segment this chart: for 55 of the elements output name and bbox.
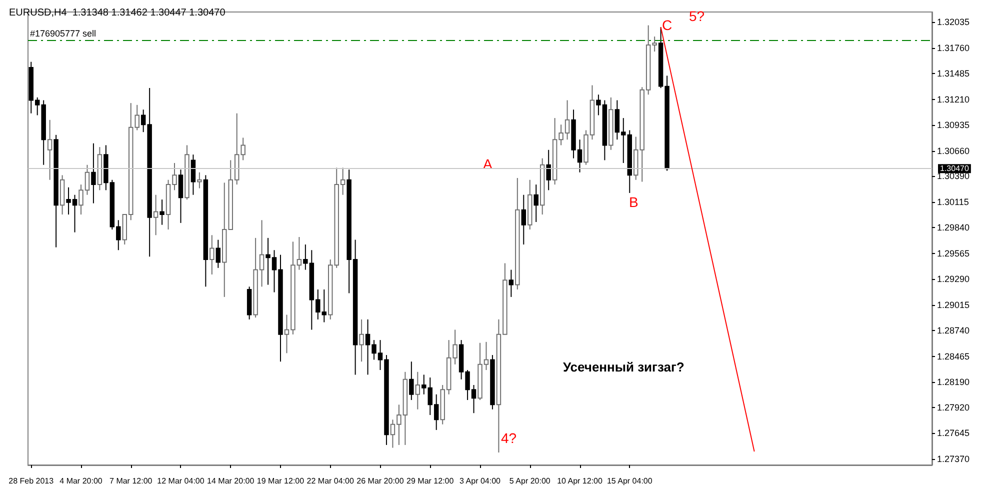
y-tick-label: 1.30660 <box>937 146 970 156</box>
candlestick <box>546 149 551 191</box>
candlestick <box>409 361 414 400</box>
x-tick-label: 29 Mar 12:00 <box>406 476 454 486</box>
x-tick-label: 19 Mar 12:00 <box>256 476 305 486</box>
y-tick-label: 1.27370 <box>937 454 970 464</box>
candlestick <box>160 199 164 226</box>
candlestick <box>91 142 96 204</box>
y-tick-label: 1.29840 <box>937 222 970 233</box>
annotation: 4? <box>501 430 517 446</box>
candlestick <box>178 169 184 224</box>
y-tick-label: 1.30935 <box>937 120 970 130</box>
y-tick-label: 1.28740 <box>937 326 970 336</box>
x-tick-label: 28 Feb 2013 <box>8 476 54 486</box>
candlestick <box>216 239 221 268</box>
candlestick <box>153 194 158 236</box>
x-tick-label: 15 Apr 04:00 <box>606 476 653 486</box>
annotation: C <box>662 17 672 33</box>
chart-title: EURUSD,H4 1.31348 1.31462 1.30447 1.30470 <box>9 8 226 18</box>
candlestick <box>359 318 364 362</box>
y-tick-label: 1.27920 <box>937 402 970 412</box>
x-tick-label: 26 Mar 20:00 <box>356 476 404 486</box>
ref-line-label: #176905777 sell <box>30 28 96 39</box>
y-tick-label: 1.32035 <box>937 17 970 28</box>
x-tick-label: 5 Apr 20:00 <box>509 476 551 486</box>
x-tick-label: 3 Apr 04:00 <box>460 476 502 486</box>
x-tick-label: 4 Mar 20:00 <box>60 476 103 486</box>
candlestick <box>534 184 538 223</box>
x-tick-label: 22 Mar 04:00 <box>306 476 354 486</box>
annotation: Усеченный зигзаг? <box>563 360 684 374</box>
y-tick-label: 1.27645 <box>937 428 970 438</box>
annotation: 5? <box>689 8 705 24</box>
x-tick-label: 10 Apr 12:00 <box>557 476 603 486</box>
ref-line-label: 1.30470 <box>940 164 970 174</box>
y-tick-label: 1.30115 <box>937 196 969 207</box>
annotation: B <box>629 194 638 210</box>
y-tick-label: 1.30390 <box>937 171 970 182</box>
candlestick <box>415 371 420 410</box>
y-tick-label: 1.31210 <box>937 94 970 104</box>
y-tick-label: 1.28190 <box>937 377 970 388</box>
candlestick <box>197 172 202 189</box>
candlestick <box>190 154 196 196</box>
y-tick-label: 1.29565 <box>937 248 970 258</box>
candlestick <box>521 194 526 245</box>
x-tick-label: 12 Mar 04:00 <box>157 476 205 486</box>
candlestick <box>47 119 52 180</box>
y-tick-label: 1.29015 <box>937 300 970 310</box>
candlestick <box>508 269 514 298</box>
y-tick-label: 1.31485 <box>937 68 970 79</box>
candlestick <box>210 234 214 275</box>
y-tick-label: 1.29290 <box>937 274 970 284</box>
y-tick-label: 1.31760 <box>937 42 970 53</box>
y-tick-label: 1.28465 <box>937 351 970 362</box>
x-tick-label: 14 Mar 20:00 <box>207 476 255 486</box>
x-tick-label: 7 Mar 12:00 <box>110 476 153 486</box>
